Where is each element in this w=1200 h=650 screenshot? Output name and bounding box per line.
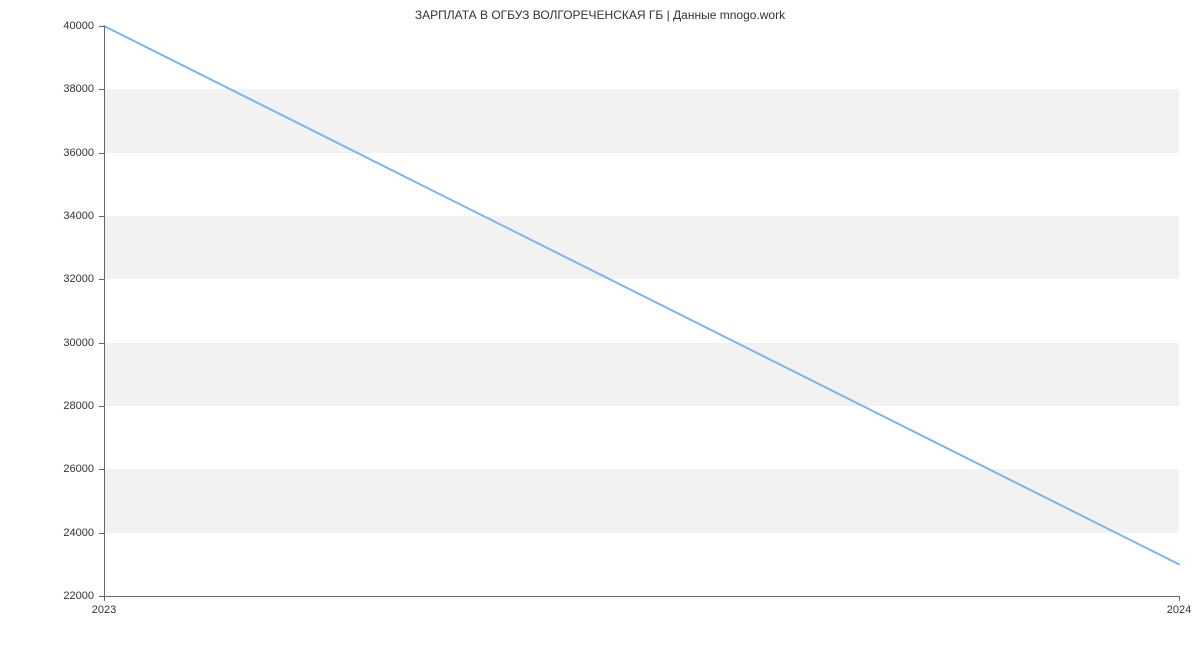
x-axis-line xyxy=(104,596,1179,597)
y-tick-label: 34000 xyxy=(0,210,94,222)
y-tick-mark xyxy=(99,343,104,344)
y-tick-label: 32000 xyxy=(0,273,94,285)
x-tick-label: 2024 xyxy=(1167,604,1191,616)
y-tick-label: 38000 xyxy=(0,83,94,95)
line-layer xyxy=(104,26,1179,596)
y-tick-mark xyxy=(99,216,104,217)
y-tick-mark xyxy=(99,279,104,280)
y-tick-mark xyxy=(99,406,104,407)
y-tick-label: 40000 xyxy=(0,20,94,32)
x-tick-label: 2023 xyxy=(92,604,116,616)
y-tick-label: 24000 xyxy=(0,527,94,539)
chart-title: ЗАРПЛАТА В ОГБУЗ ВОЛГОРЕЧЕНСКАЯ ГБ | Дан… xyxy=(0,8,1200,22)
y-axis-line xyxy=(104,26,105,596)
plot-area xyxy=(104,26,1179,596)
y-tick-label: 28000 xyxy=(0,400,94,412)
y-tick-label: 30000 xyxy=(0,337,94,349)
series-line-salary xyxy=(104,26,1179,564)
y-tick-label: 36000 xyxy=(0,147,94,159)
x-tick-mark xyxy=(104,596,105,601)
y-tick-mark xyxy=(99,469,104,470)
y-tick-label: 22000 xyxy=(0,590,94,602)
y-tick-mark xyxy=(99,153,104,154)
y-tick-label: 26000 xyxy=(0,463,94,475)
y-tick-mark xyxy=(99,89,104,90)
salary-chart: ЗАРПЛАТА В ОГБУЗ ВОЛГОРЕЧЕНСКАЯ ГБ | Дан… xyxy=(0,0,1200,650)
x-tick-mark xyxy=(1179,596,1180,601)
y-tick-mark xyxy=(99,533,104,534)
y-tick-mark xyxy=(99,26,104,27)
